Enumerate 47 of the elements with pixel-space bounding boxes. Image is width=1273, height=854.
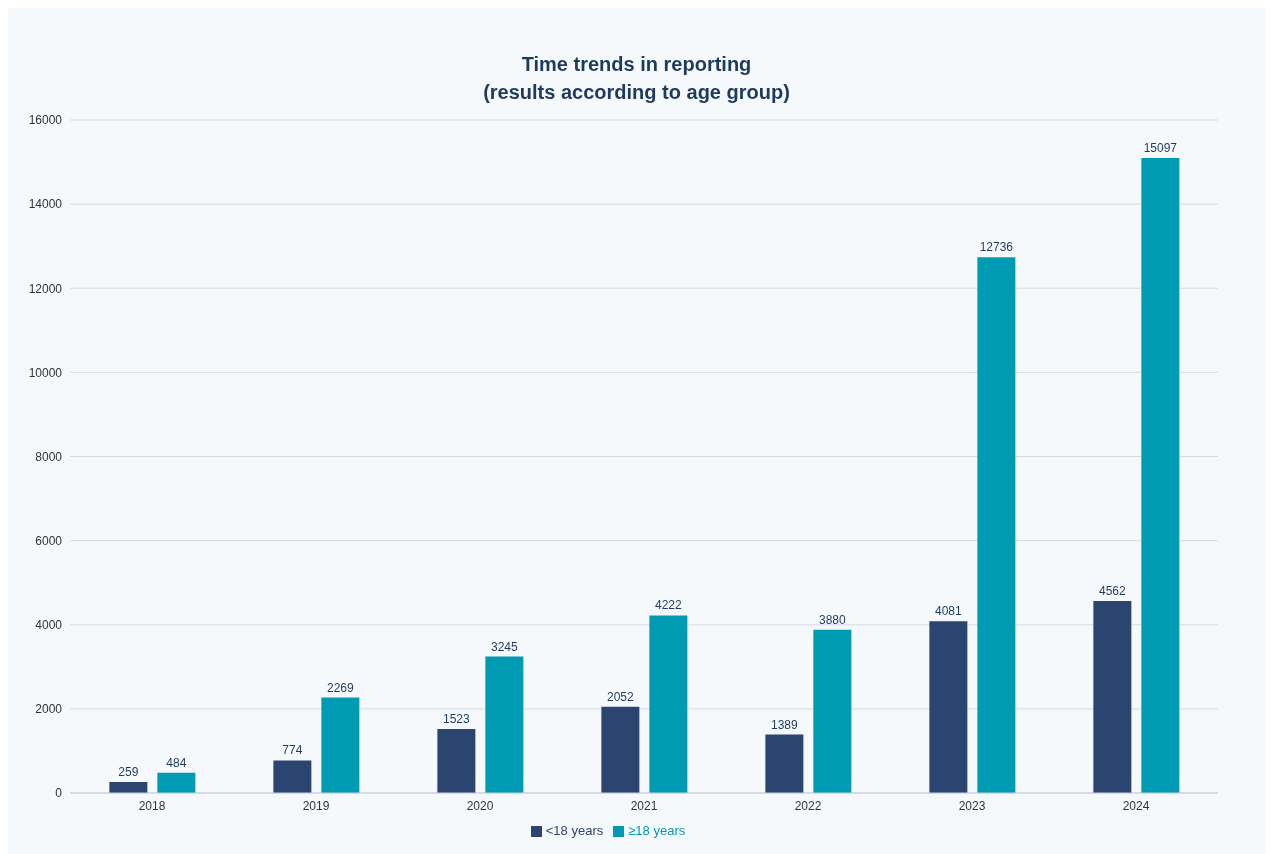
bar (485, 656, 524, 793)
bar (321, 697, 360, 793)
y-tick-label: 6000 (35, 533, 63, 548)
x-tick-label: 2022 (794, 798, 822, 813)
bar (1141, 157, 1180, 793)
data-label: 3245 (491, 639, 519, 654)
y-tick-label: 2000 (35, 702, 63, 717)
data-label: 259 (118, 765, 139, 780)
x-tick-label: 2021 (630, 798, 658, 813)
legend-label: <18 years (545, 823, 604, 838)
data-label: 484 (166, 755, 187, 770)
bar (649, 615, 688, 793)
bar (765, 734, 804, 793)
bar (1093, 601, 1132, 793)
bar (977, 257, 1016, 793)
data-label: 774 (282, 743, 303, 758)
data-label: 4081 (935, 604, 963, 619)
bar (929, 621, 968, 793)
bar (437, 728, 476, 793)
data-label: 15097 (1143, 140, 1178, 155)
y-tick-label: 10000 (28, 365, 63, 380)
x-tick-label: 2019 (302, 798, 330, 813)
y-tick-label: 0 (55, 786, 63, 801)
bar (273, 760, 312, 793)
y-tick-label: 12000 (28, 281, 63, 296)
legend-label: ≥18 years (628, 823, 686, 838)
x-tick-label: 2018 (138, 798, 166, 813)
bar (601, 706, 640, 793)
x-tick-label: 2023 (958, 798, 986, 813)
data-label: 1389 (771, 717, 799, 732)
y-tick-label: 16000 (28, 113, 63, 128)
y-tick-label: 4000 (35, 618, 63, 633)
data-label: 4222 (655, 598, 683, 613)
chart-title: Time trends in reporting (results according to age group) (482, 52, 791, 105)
data-label: 4562 (1099, 584, 1127, 599)
y-tick-label: 8000 (35, 449, 63, 464)
data-label: 3880 (819, 612, 847, 627)
y-tick-label: 14000 (28, 197, 63, 212)
bar (109, 782, 148, 793)
data-label: 1523 (443, 711, 471, 726)
x-tick-label: 2020 (466, 798, 494, 813)
x-tick-label: 2024 (1122, 798, 1150, 813)
bar (157, 772, 196, 793)
data-label: 2052 (607, 689, 635, 704)
bar (813, 629, 852, 793)
data-label: 2269 (327, 680, 355, 695)
data-label: 12736 (979, 240, 1014, 255)
